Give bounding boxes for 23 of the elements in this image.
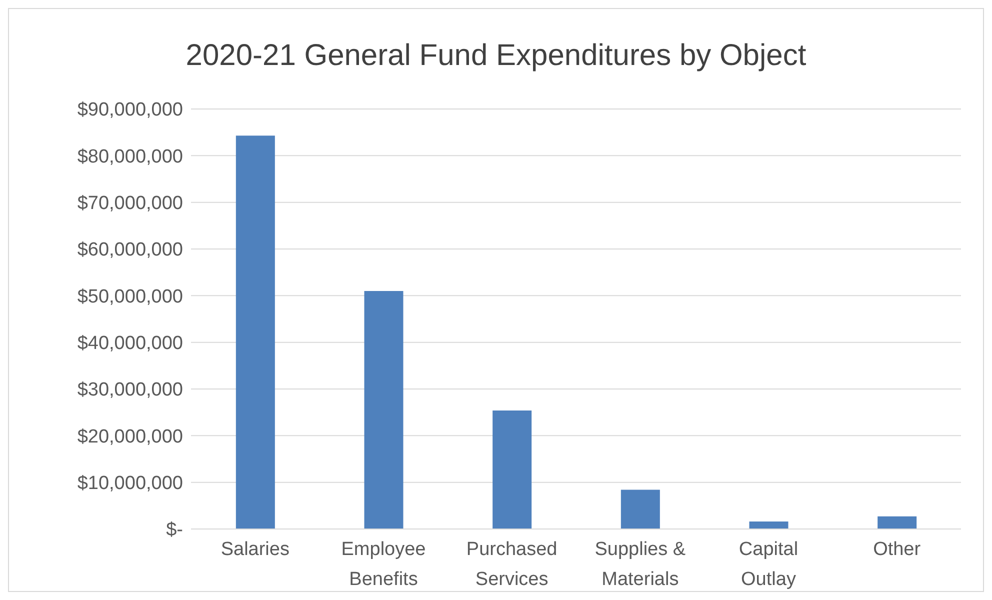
- x-tick-label: Salaries: [220, 539, 290, 560]
- y-tick-label: $40,000,000: [77, 333, 183, 354]
- x-tick-label: Supplies & Materials: [594, 539, 686, 590]
- y-tick-label: $10,000,000: [77, 473, 183, 494]
- y-tick-label: $80,000,000: [77, 146, 183, 168]
- bar: [364, 291, 404, 529]
- y-tick-label: $30,000,000: [77, 380, 183, 401]
- chart-title: 2020-21 General Fund Expenditures by Object: [184, 38, 808, 74]
- x-tick-label: Employee Benefits: [341, 539, 426, 590]
- y-tick-label: $70,000,000: [77, 193, 183, 214]
- bar: [236, 136, 275, 529]
- y-tick-label: $90,000,000: [77, 100, 183, 121]
- y-tick-label: $60,000,000: [77, 240, 183, 261]
- x-tick-label: Other: [873, 539, 922, 560]
- x-tick-label: Purchased Services: [466, 539, 558, 590]
- bar: [620, 490, 660, 529]
- y-tick-label: $50,000,000: [77, 286, 183, 308]
- x-tick-label: Capital Outlay: [738, 539, 798, 590]
- y-tick-label: $-: [166, 520, 183, 541]
- bar: [878, 516, 917, 529]
- y-tick-label: $20,000,000: [77, 426, 183, 448]
- bar: [492, 410, 532, 529]
- bar: [749, 522, 788, 529]
